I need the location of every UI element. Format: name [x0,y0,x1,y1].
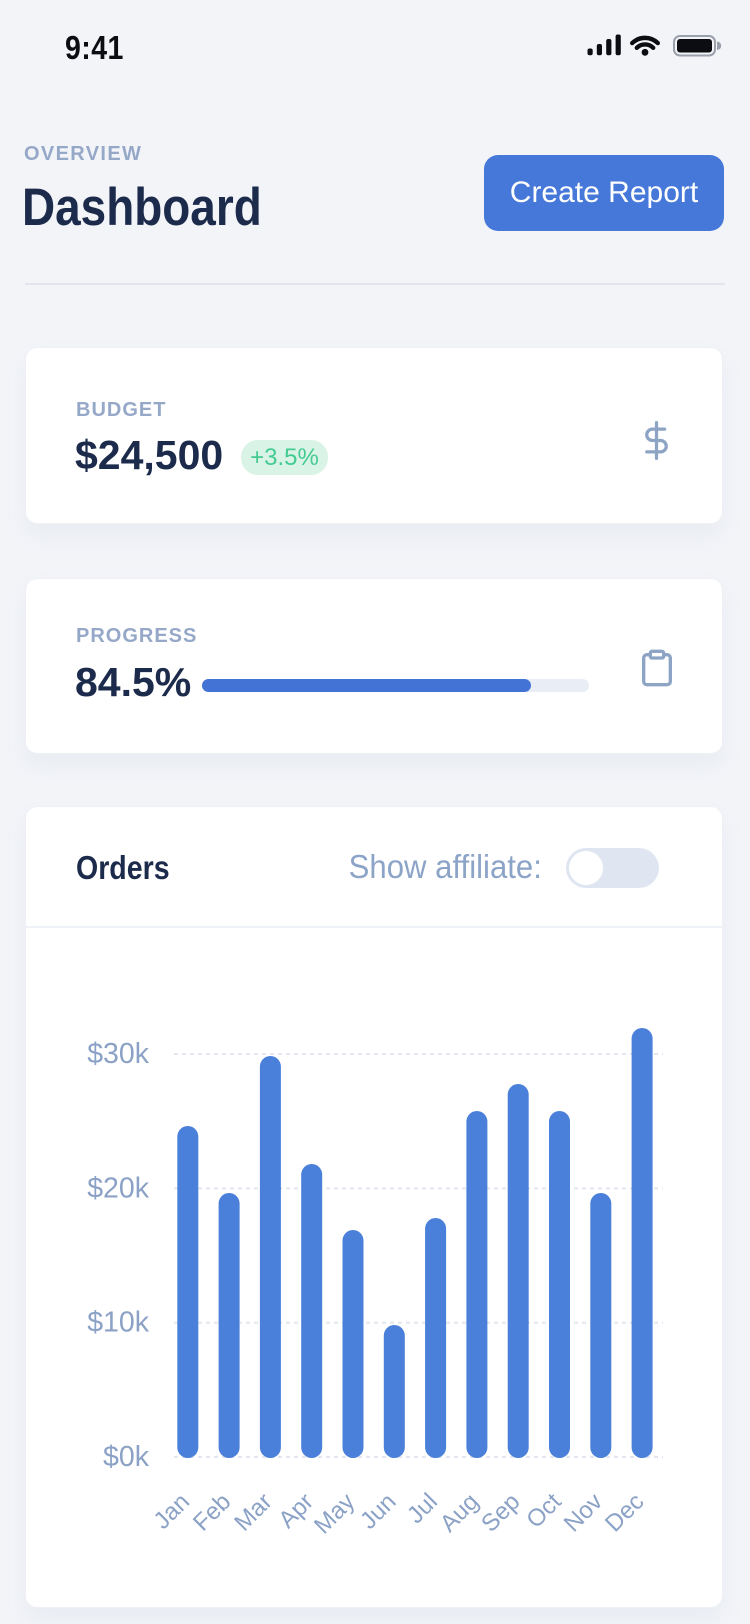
svg-text:Oct: Oct [521,1488,567,1534]
svg-text:Nov: Nov [559,1488,608,1537]
svg-text:Sep: Sep [476,1488,525,1537]
svg-text:Jan: Jan [149,1488,195,1534]
svg-text:May: May [309,1488,360,1539]
svg-text:Jul: Jul [402,1488,443,1529]
svg-text:Feb: Feb [188,1488,236,1536]
svg-text:$30k: $30k [87,1038,150,1070]
svg-text:Dec: Dec [600,1488,649,1537]
svg-text:$10k: $10k [87,1307,150,1339]
svg-text:Apr: Apr [273,1488,319,1534]
svg-text:$20k: $20k [87,1172,150,1204]
svg-text:Aug: Aug [435,1488,484,1537]
svg-text:$0k: $0k [103,1441,150,1473]
svg-text:Jun: Jun [355,1488,401,1534]
svg-text:Mar: Mar [229,1488,277,1536]
